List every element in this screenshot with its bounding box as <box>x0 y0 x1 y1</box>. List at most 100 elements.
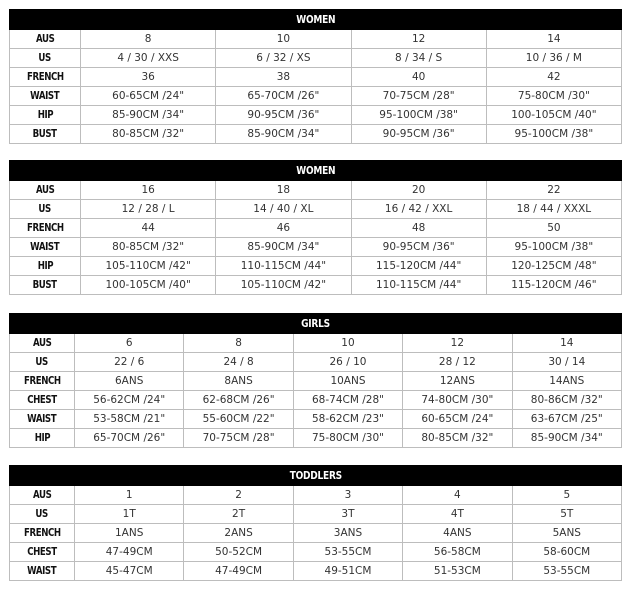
size-cell: 95-100CM /38" <box>485 237 623 257</box>
size-cell: 6 <box>73 333 185 353</box>
size-cell: 80-86CM /32" <box>511 390 623 410</box>
row-label-text: AUS <box>32 489 52 501</box>
table-row-bust: BUST 80-85CM /32" 85-90CM /34" 90-95CM /36"… <box>9 124 623 144</box>
size-cell: 18 <box>215 180 352 200</box>
row-label: WAIST <box>9 561 75 581</box>
size-cell: 65-70CM /26" <box>73 428 185 448</box>
table-title-text: TODDLERS <box>289 469 342 482</box>
size-cell: 28 / 12 <box>402 352 513 372</box>
size-cell: 4 <box>402 485 513 505</box>
size-cell: 8 <box>79 29 217 49</box>
size-cell: 40 <box>350 67 487 87</box>
table-row-aus: AUS 6 8 10 12 14 <box>9 333 623 353</box>
size-cell: 12 <box>402 333 513 353</box>
size-cell: 115-120CM /46" <box>485 275 623 295</box>
size-cell: 46 <box>215 218 352 238</box>
size-cell: 30 / 14 <box>511 352 623 372</box>
table-row-french: FRENCH 36 38 40 42 <box>9 67 623 87</box>
row-label: US <box>9 352 75 372</box>
table-title: TODDLERS <box>9 465 622 486</box>
size-cell: 50 <box>485 218 623 238</box>
size-cell: 14 <box>511 333 623 353</box>
size-cell: 44 <box>79 218 217 238</box>
women-size-table-1: WOMEN AUS 8 10 12 14 US 4 / 30 / XXS 6 / 32 / XS… <box>9 9 623 144</box>
size-cell: 90-95CM /36" <box>350 124 487 144</box>
size-cell: 3ANS <box>292 523 404 543</box>
size-cell: 10 / 36 / M <box>485 48 623 68</box>
row-label-text: US <box>38 52 52 64</box>
size-cell: 110-115CM /44" <box>350 275 487 295</box>
size-cell: 6ANS <box>73 371 185 391</box>
size-cell: 53-55CM <box>292 542 404 562</box>
size-cell: 1T <box>73 504 185 524</box>
table-title-text: WOMEN <box>295 164 336 177</box>
table-row-waist: WAIST 53-58CM /21" 55-60CM /22" 58-62CM /23… <box>9 409 623 429</box>
row-label-text: FRENCH <box>23 527 61 539</box>
row-label: HIP <box>9 428 75 448</box>
row-label-text: FRENCH <box>23 375 61 387</box>
table-title-text: WOMEN <box>295 13 336 26</box>
table-row-us: US 1T 2T 3T 4T 5T <box>9 504 623 524</box>
size-cell: 51-53CM <box>402 561 513 581</box>
table-row-chest: CHEST 47-49CM 50-52CM 53-55CM 56-58CM 58-60CM <box>9 542 623 562</box>
size-cell: 38 <box>215 67 352 87</box>
size-cell: 53-55CM <box>511 561 623 581</box>
size-cell: 115-120CM /44" <box>350 256 487 276</box>
size-cell: 4T <box>402 504 513 524</box>
size-cell: 2ANS <box>183 523 294 543</box>
size-cell: 4ANS <box>402 523 513 543</box>
row-label: CHEST <box>9 390 75 410</box>
table-row-us: US 22 / 6 24 / 8 26 / 10 28 / 12 30 / 14 <box>9 352 623 372</box>
row-label-text: HIP <box>37 109 53 121</box>
size-cell: 16 <box>79 180 217 200</box>
table-header-row: TODDLERS <box>9 465 622 486</box>
table-row-hip: HIP 65-70CM /26" 70-75CM /28" 75-80CM /30" 8… <box>9 428 623 448</box>
table-row-french: FRENCH 44 46 48 50 <box>9 218 623 238</box>
row-label-text: FRENCH <box>26 222 64 234</box>
size-cell: 5 <box>511 485 623 505</box>
size-cell: 95-100CM /38" <box>350 105 487 125</box>
size-cell: 55-60CM /22" <box>183 409 294 429</box>
row-label-text: US <box>35 356 49 368</box>
size-cell: 65-70CM /26" <box>215 86 352 106</box>
row-label-text: WAIST <box>30 241 60 253</box>
table-header-row: GIRLS <box>9 313 622 334</box>
table-row-bust: BUST 100-105CM /40" 105-110CM /42" 110-115C… <box>9 275 623 295</box>
size-cell: 22 <box>485 180 623 200</box>
size-cell: 49-51CM <box>292 561 404 581</box>
size-cell: 3T <box>292 504 404 524</box>
row-label-text: HIP <box>37 260 53 272</box>
table-row-hip: HIP 85-90CM /34" 90-95CM /36" 95-100CM /38"… <box>9 105 623 125</box>
size-cell: 80-85CM /32" <box>79 237 217 257</box>
table-title: WOMEN <box>9 160 622 181</box>
size-cell: 85-90CM /34" <box>79 105 217 125</box>
row-label: WAIST <box>9 237 81 257</box>
size-cell: 26 / 10 <box>292 352 404 372</box>
size-cell: 10 <box>292 333 404 353</box>
row-label-text: BUST <box>32 128 57 140</box>
size-cell: 10ANS <box>292 371 404 391</box>
row-label: US <box>9 48 81 68</box>
size-cell: 80-85CM /32" <box>402 428 513 448</box>
size-cell: 4 / 30 / XXS <box>79 48 217 68</box>
size-cell: 12ANS <box>402 371 513 391</box>
size-cell: 100-105CM /40" <box>79 275 217 295</box>
size-cell: 110-115CM /44" <box>215 256 352 276</box>
size-cell: 12 <box>350 29 487 49</box>
size-cell: 85-90CM /34" <box>511 428 623 448</box>
size-cell: 42 <box>485 67 623 87</box>
size-cell: 63-67CM /25" <box>511 409 623 429</box>
size-cell: 8 / 34 / S <box>350 48 487 68</box>
row-label-text: BUST <box>32 279 57 291</box>
size-cell: 8ANS <box>183 371 294 391</box>
table-row-waist: WAIST 80-85CM /32" 85-90CM /34" 90-95CM /36… <box>9 237 623 257</box>
row-label: BUST <box>9 124 81 144</box>
size-cell: 8 <box>183 333 294 353</box>
size-cell: 22 / 6 <box>73 352 185 372</box>
row-label-text: US <box>35 508 49 520</box>
size-cell: 60-65CM /24" <box>402 409 513 429</box>
size-cell: 90-95CM /36" <box>350 237 487 257</box>
size-cell: 70-75CM /28" <box>350 86 487 106</box>
size-cell: 105-110CM /42" <box>215 275 352 295</box>
size-cell: 75-80CM /30" <box>292 428 404 448</box>
